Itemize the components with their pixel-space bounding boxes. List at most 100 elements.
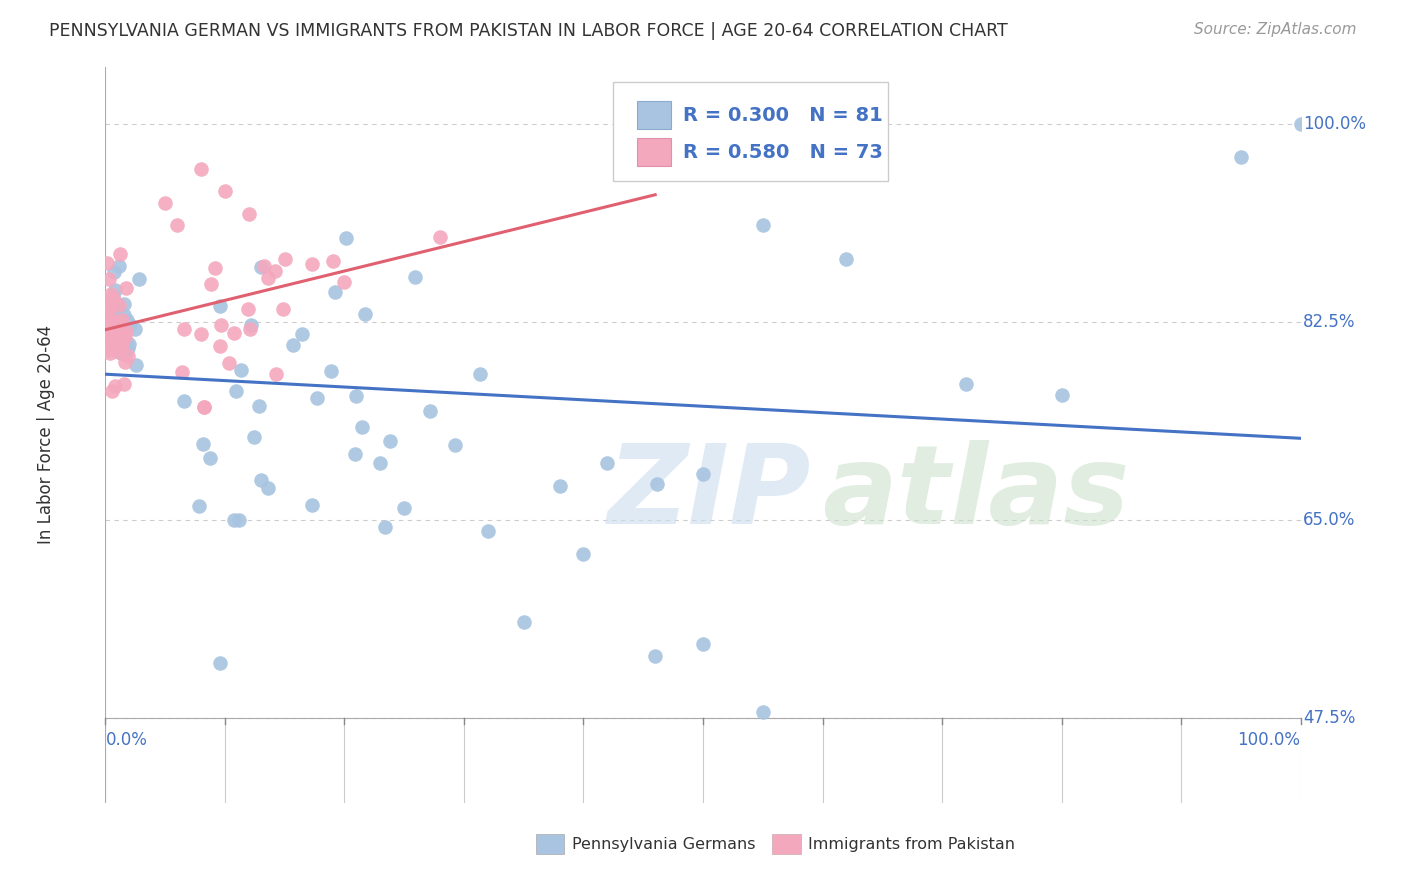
Text: atlas: atlas bbox=[823, 441, 1130, 547]
Point bbox=[96, 320, 118, 334]
Point bbox=[548, 479, 571, 493]
Point bbox=[112, 308, 135, 322]
Point bbox=[239, 318, 262, 332]
Text: Pennsylvania Germans: Pennsylvania Germans bbox=[571, 837, 755, 852]
Point bbox=[247, 399, 270, 413]
Point bbox=[321, 364, 343, 378]
Point bbox=[224, 513, 246, 527]
Point bbox=[170, 365, 193, 379]
Point bbox=[100, 287, 122, 301]
Point bbox=[98, 271, 121, 285]
Point bbox=[322, 253, 344, 268]
Point bbox=[250, 473, 273, 487]
Point bbox=[128, 272, 150, 286]
Point bbox=[344, 389, 367, 403]
Point bbox=[101, 333, 124, 347]
FancyBboxPatch shape bbox=[536, 834, 564, 855]
Point bbox=[101, 315, 124, 329]
Point bbox=[250, 260, 273, 274]
Point bbox=[98, 320, 121, 334]
Point bbox=[173, 394, 195, 409]
Point bbox=[114, 330, 136, 344]
Point bbox=[104, 283, 127, 297]
Point bbox=[107, 298, 129, 312]
Point bbox=[239, 322, 262, 336]
Point bbox=[271, 301, 294, 316]
Point bbox=[110, 346, 132, 360]
Point bbox=[301, 499, 323, 513]
Point bbox=[190, 326, 212, 341]
Point bbox=[114, 355, 136, 369]
Text: 100.0%: 100.0% bbox=[1237, 731, 1301, 749]
Point bbox=[193, 400, 215, 414]
Point bbox=[97, 343, 120, 357]
Point bbox=[124, 322, 146, 336]
Point bbox=[228, 513, 250, 527]
Text: ZIP: ZIP bbox=[607, 441, 811, 547]
Point bbox=[103, 312, 125, 326]
Point bbox=[107, 316, 129, 330]
Point bbox=[173, 322, 195, 336]
Point bbox=[166, 219, 188, 233]
Point bbox=[352, 419, 374, 434]
Point bbox=[107, 324, 129, 338]
Point bbox=[419, 404, 441, 418]
Point bbox=[335, 231, 357, 245]
Point bbox=[117, 341, 139, 355]
FancyBboxPatch shape bbox=[637, 102, 671, 129]
Text: 65.0%: 65.0% bbox=[1303, 511, 1355, 529]
Point bbox=[208, 299, 231, 313]
Point bbox=[835, 252, 858, 267]
Point bbox=[103, 330, 125, 344]
Point bbox=[97, 323, 120, 337]
Point bbox=[225, 384, 247, 398]
Point bbox=[105, 301, 128, 316]
Point bbox=[100, 318, 122, 332]
Point bbox=[115, 324, 138, 338]
Text: 0.0%: 0.0% bbox=[105, 731, 148, 749]
Point bbox=[104, 379, 127, 393]
Point bbox=[444, 438, 467, 452]
Point bbox=[1229, 151, 1251, 165]
Text: 100.0%: 100.0% bbox=[1303, 114, 1367, 133]
Point bbox=[111, 332, 134, 346]
Point bbox=[108, 344, 131, 359]
Point bbox=[281, 338, 304, 352]
Point bbox=[333, 275, 356, 289]
Point bbox=[101, 327, 124, 342]
Point bbox=[101, 336, 124, 351]
Text: Source: ZipAtlas.com: Source: ZipAtlas.com bbox=[1194, 22, 1357, 37]
Point bbox=[112, 296, 135, 310]
Point bbox=[429, 229, 451, 244]
Point bbox=[104, 297, 127, 311]
Point bbox=[118, 337, 141, 351]
Point bbox=[112, 376, 135, 391]
Point bbox=[208, 339, 231, 353]
Point bbox=[236, 301, 259, 316]
Text: R = 0.580   N = 73: R = 0.580 N = 73 bbox=[683, 143, 883, 161]
Point bbox=[290, 326, 312, 341]
Point bbox=[193, 437, 215, 451]
FancyBboxPatch shape bbox=[613, 81, 889, 181]
Point bbox=[108, 259, 131, 273]
Point bbox=[98, 335, 121, 350]
Text: 47.5%: 47.5% bbox=[1303, 709, 1355, 727]
Point bbox=[117, 350, 139, 364]
Point bbox=[323, 285, 346, 300]
Point bbox=[242, 430, 264, 444]
Point bbox=[103, 318, 125, 333]
Point bbox=[103, 293, 125, 308]
Point bbox=[111, 316, 134, 330]
Point bbox=[301, 257, 323, 271]
Point bbox=[101, 384, 124, 399]
Point bbox=[214, 185, 236, 199]
Point bbox=[263, 264, 285, 278]
Point bbox=[103, 310, 125, 325]
Point bbox=[114, 347, 136, 361]
Point bbox=[120, 318, 142, 333]
Point bbox=[104, 309, 127, 323]
Point bbox=[404, 270, 426, 285]
Point bbox=[111, 326, 134, 340]
Point bbox=[513, 615, 536, 629]
Point bbox=[108, 337, 131, 351]
